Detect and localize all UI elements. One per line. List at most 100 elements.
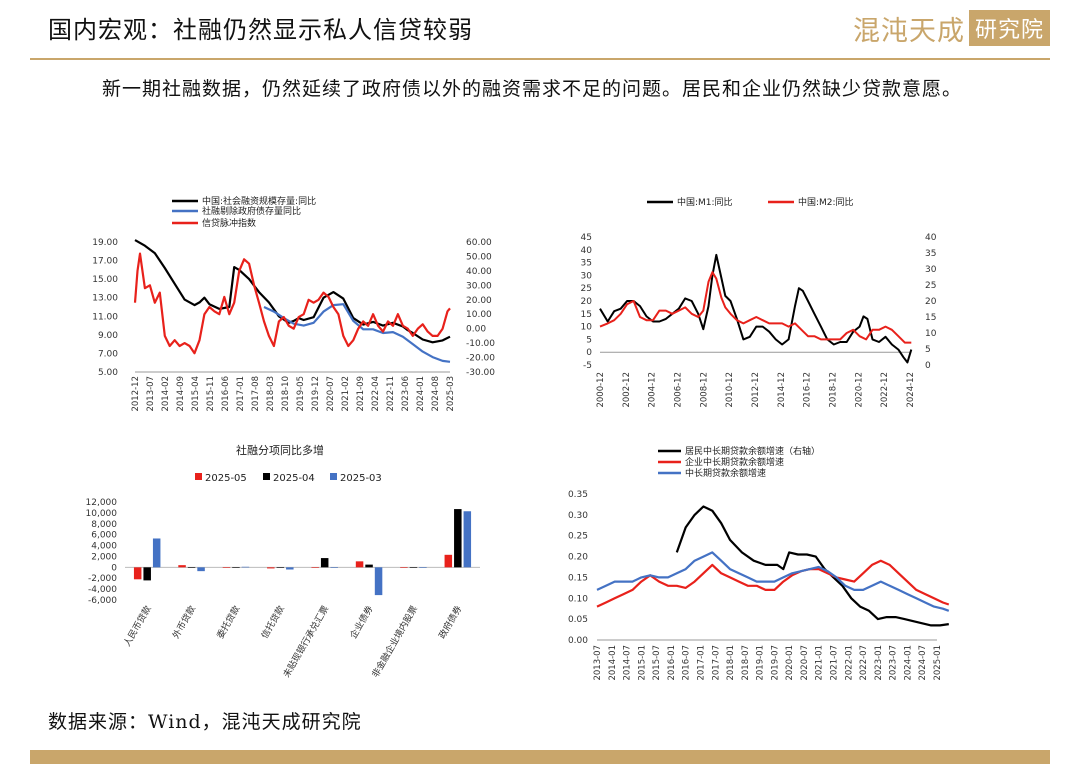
x-axis-tick-label: 2004-12 xyxy=(648,372,658,408)
bar-2025-04-政府债券 xyxy=(454,509,462,568)
x-axis-tick-label: 2025-03 xyxy=(446,376,456,412)
y-axis-tick-label: 0.20 xyxy=(568,553,588,563)
left-axis-tick-label: 17.00 xyxy=(92,257,118,267)
left-axis-tick-label: 40 xyxy=(581,246,593,256)
x-axis-tick-label: 2018-01 xyxy=(726,645,736,681)
x-axis-tick-label: 2020-07 xyxy=(326,376,336,412)
legend-label: 中长期贷款余额增速 xyxy=(685,467,766,479)
x-axis-tick-label: 2016-12 xyxy=(803,372,813,408)
x-axis-tick-label: 2018-10 xyxy=(281,376,291,412)
x-axis-tick-label: 2021-02 xyxy=(341,376,351,412)
x-axis-tick-label: 2013-07 xyxy=(593,645,603,681)
x-axis-tick-label: 2024-07 xyxy=(918,645,928,681)
left-axis-tick-label: 9.00 xyxy=(98,331,118,341)
bar-2025-05-信托贷款 xyxy=(267,567,275,569)
x-axis-tick-label: 2025-01 xyxy=(933,645,943,681)
left-axis-tick-label: 5.00 xyxy=(98,368,118,378)
bar-2025-05-外币贷款 xyxy=(178,565,186,568)
right-axis-tick-label: 40 xyxy=(925,233,937,243)
x-axis-tick-label: 2019-07 xyxy=(770,645,780,681)
right-axis-tick-label: 10 xyxy=(925,329,937,339)
left-axis-tick-label: 11.00 xyxy=(92,312,118,322)
bar-2025-05-企业债券 xyxy=(355,561,364,568)
bar-2025-03-外币贷款 xyxy=(197,567,205,572)
series-line-信贷脉冲指数 xyxy=(133,252,451,355)
left-axis-tick-label: 45 xyxy=(581,233,592,243)
legend-label: 2025-04 xyxy=(273,473,315,484)
left-axis-tick-label: 35 xyxy=(581,259,592,269)
legend-label: 2025-05 xyxy=(205,473,247,484)
right-axis-tick-label: -30.00 xyxy=(466,368,495,378)
chart-panel-4: 居民中长期贷款余额增速（右轴） 企业中长期贷款余额增速 中长期贷款余额增速 0.00 0… xyxy=(555,440,955,690)
x-axis-tick-label: 2018-12 xyxy=(829,372,839,408)
y-axis-tick-label: 2,000 xyxy=(91,552,117,562)
x-axis-tick-label: 2014-09 xyxy=(176,376,186,412)
x-axis-tick-label: 2021-01 xyxy=(815,645,825,681)
x-axis-tick-label: 2019-05 xyxy=(296,376,306,412)
x-axis-tick-label: 2020-12 xyxy=(854,372,864,408)
x-axis-tick-label: 2019-01 xyxy=(756,645,766,681)
left-axis-tick-label: 15 xyxy=(581,310,592,320)
x-axis-tick-label: 2022-12 xyxy=(880,372,890,408)
left-axis-tick-label: 0 xyxy=(586,348,592,358)
summary-paragraph: 新一期社融数据，仍然延续了政府债以外的融资需求不足的问题。居民和企业仍然缺少贷款… xyxy=(102,78,963,100)
x-axis-tick-label: 2021-09 xyxy=(356,376,366,412)
x-axis-tick-label: 2018-07 xyxy=(741,645,751,681)
x-axis-tick-label: 2023-01 xyxy=(874,645,884,681)
right-axis-tick-label: 10.00 xyxy=(466,310,492,320)
bar-2025-03-政府债券 xyxy=(463,511,472,568)
bar-2025-05-人民币贷款 xyxy=(133,567,142,580)
x-axis-tick-label: 2022-11 xyxy=(386,376,396,412)
x-axis-tick-label: 2008-12 xyxy=(699,372,709,408)
left-axis-tick-label: 7.00 xyxy=(98,349,118,359)
bar-2025-05-委托贷款 xyxy=(222,567,231,568)
bar-2025-04-委托贷款 xyxy=(232,567,240,568)
x-axis-tick-label: 2023-06 xyxy=(401,376,411,412)
x-axis-tick-label: 2014-01 xyxy=(608,645,618,681)
category-label: 非金融企业境内股票 xyxy=(369,604,420,680)
legend-label: 信贷脉冲指数 xyxy=(202,217,256,229)
category-label: 外币贷款 xyxy=(170,604,198,641)
legend-label: 中国:M2:同比 xyxy=(798,196,854,208)
series-line-中国:M2:同比 xyxy=(599,271,912,344)
x-axis-tick-label: 2012-12 xyxy=(751,372,761,408)
x-axis-tick-label: 2021-07 xyxy=(830,645,840,681)
logo-text: 混沌天成 xyxy=(852,15,965,47)
y-axis-tick-label: 12,000 xyxy=(86,498,118,508)
bar-2025-04-外币贷款 xyxy=(187,567,196,568)
legend-swatch xyxy=(195,473,202,480)
right-axis-tick-label: 30 xyxy=(925,265,937,275)
x-axis-tick-label: 2017-01 xyxy=(696,645,706,681)
x-axis-tick-label: 2017-07 xyxy=(711,645,721,681)
x-axis-tick-label: 2022-07 xyxy=(859,645,869,681)
brand-logo: 混沌天成 研究院 xyxy=(853,8,1050,48)
right-axis-tick-label: 0 xyxy=(925,361,931,371)
left-axis-tick-label: 5 xyxy=(586,335,592,345)
y-axis-tick-label: 0.05 xyxy=(568,615,588,625)
legend-swatch xyxy=(330,473,337,480)
y-axis-tick-label: 0.30 xyxy=(568,511,588,521)
x-axis-tick-label: 2020-01 xyxy=(785,645,795,681)
left-axis-tick-label: 13.00 xyxy=(92,294,118,304)
right-axis-tick-label: 20.00 xyxy=(466,296,492,306)
right-axis-tick-label: 35 xyxy=(925,249,936,259)
x-axis-tick-label: 2020-07 xyxy=(800,645,810,681)
series-line-居民中长期贷款余额增速（右轴） xyxy=(675,505,949,627)
bar-2025-05-政府债券 xyxy=(444,554,453,568)
category-label: 信托贷款 xyxy=(259,604,287,641)
x-axis-tick-label: 2016-07 xyxy=(682,645,692,681)
bar-2025-03-信托贷款 xyxy=(286,567,294,570)
chart-panel-1: 中国:社会融资规模存量:同比 社融剔除政府债存量同比 信贷脉冲指数 5.00 7.00 9… xyxy=(80,190,500,415)
y-axis-tick-label: -2,000 xyxy=(88,574,117,584)
category-label: 未贴现银行承兑汇票 xyxy=(280,604,331,680)
x-axis-tick-label: 2022-01 xyxy=(844,645,854,681)
y-axis-tick-label: -4,000 xyxy=(88,585,117,595)
x-axis-tick-label: 2015-01 xyxy=(637,645,647,681)
bar-2025-04-企业债券 xyxy=(365,564,373,568)
right-axis-tick-label: 0.00 xyxy=(466,325,486,335)
right-axis-tick-label: -20.00 xyxy=(466,354,495,364)
right-axis-tick-label: 30.00 xyxy=(466,281,492,291)
x-axis-tick-label: 2006-12 xyxy=(674,372,684,408)
x-axis-tick-label: 2000-12 xyxy=(596,372,606,408)
chart-m1-m2: 中国:M1:同比 中国:M2:同比 -5 0 5 10 15 20 25 30 35 40 45 0 5 10… xyxy=(581,196,937,408)
